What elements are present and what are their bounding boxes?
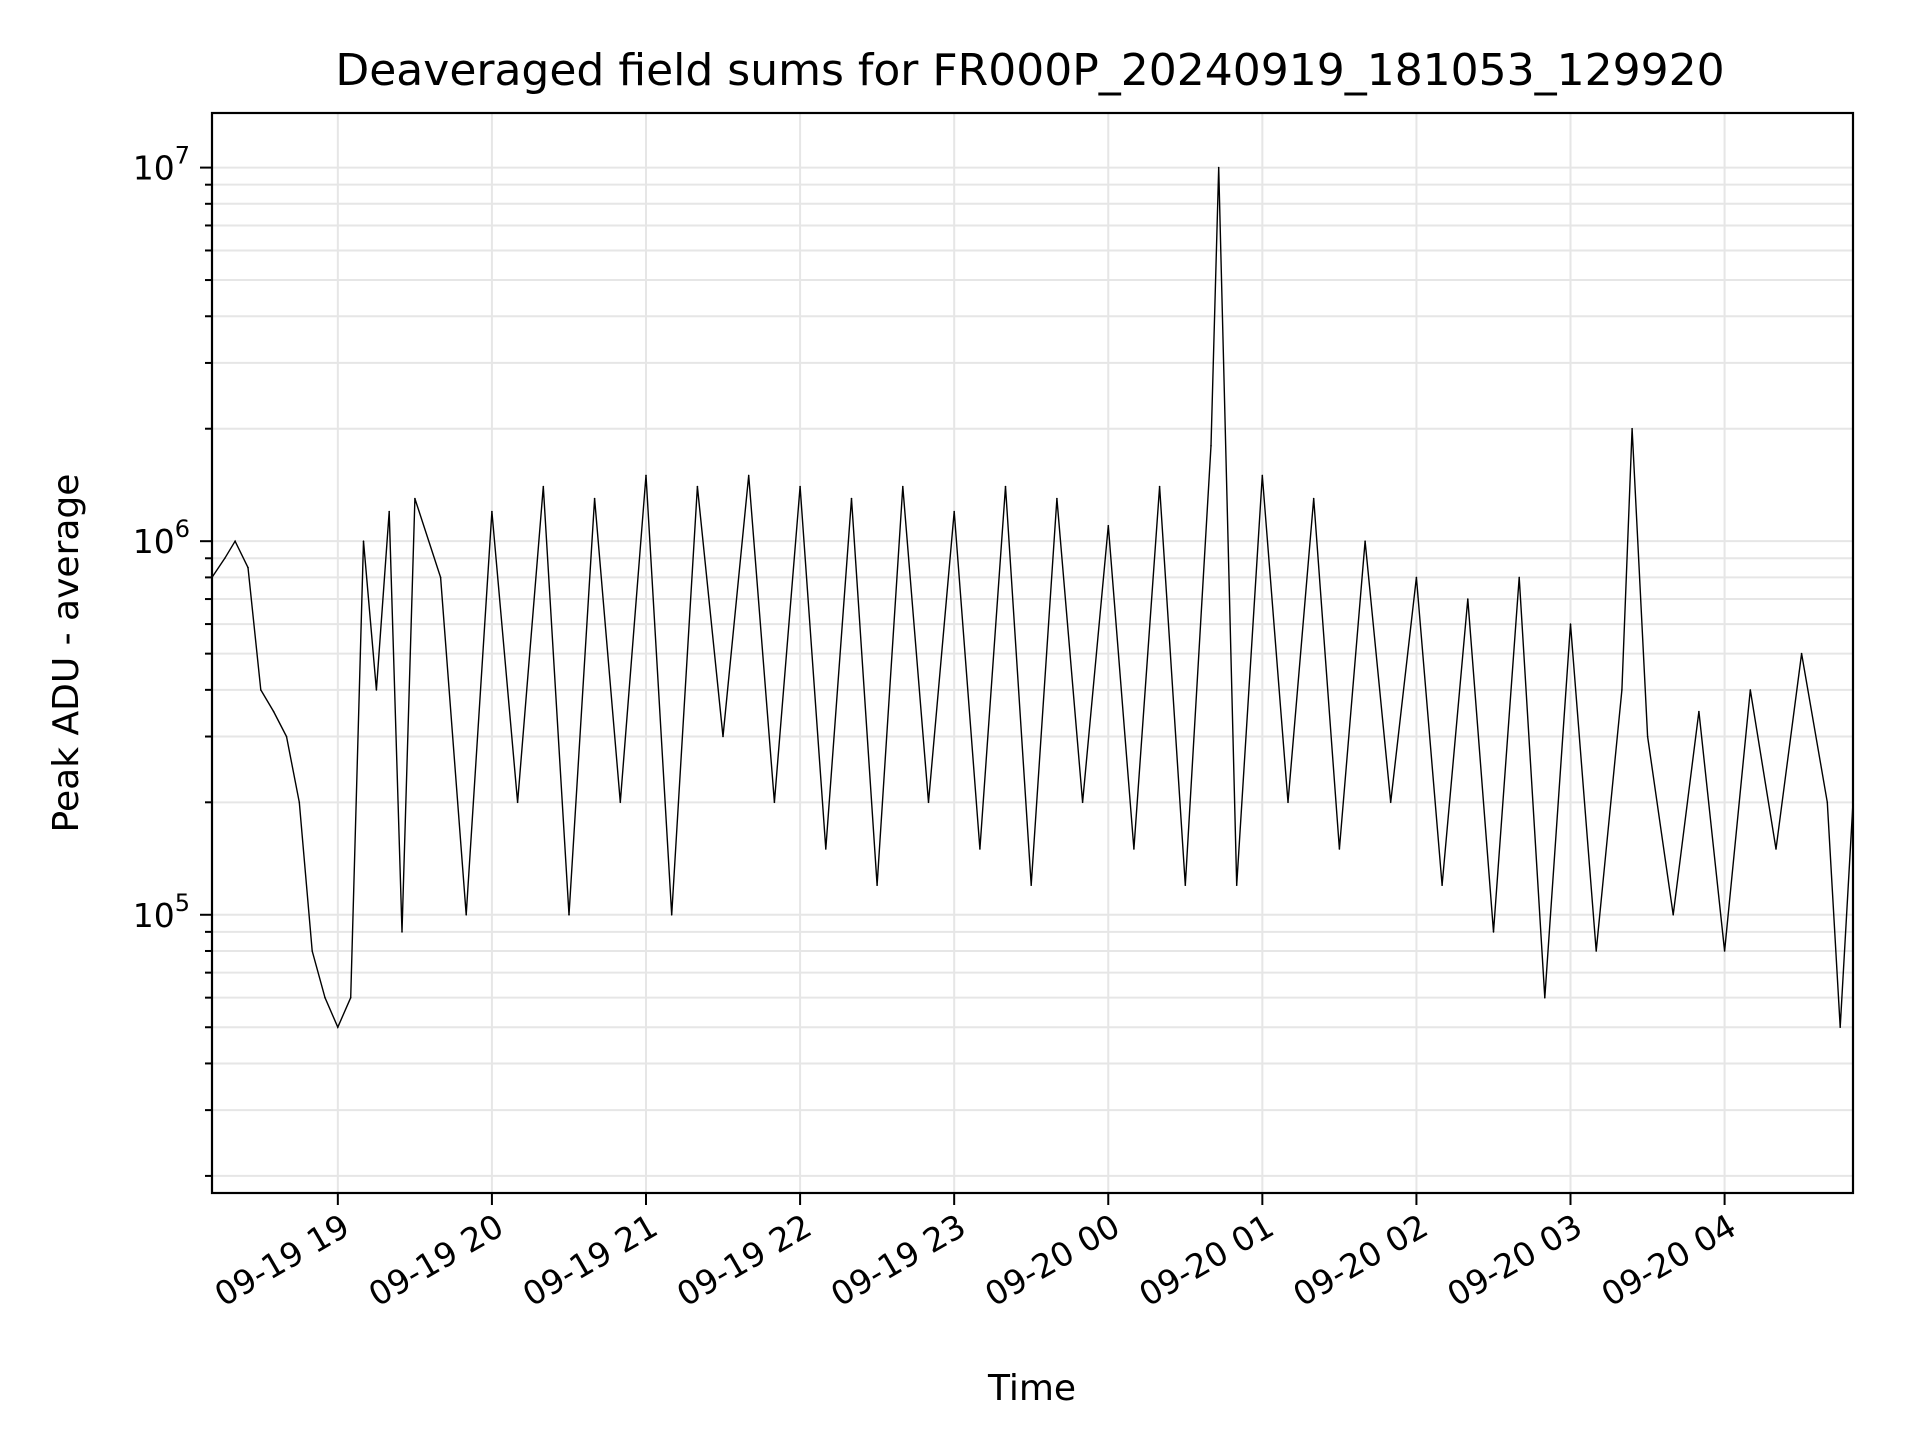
grid [212,113,1853,1193]
data-point [1389,801,1392,804]
data-point [979,848,981,850]
data-point [324,996,326,999]
data-point [375,689,378,691]
data-point [953,510,955,513]
y-axis-label: Peak ADU - average [46,474,87,833]
data-point [1631,427,1633,430]
data-point [362,540,365,542]
series-line [211,167,1854,1029]
data-point [773,801,776,804]
data-point [1107,524,1110,527]
data-point [568,914,570,916]
data-point [850,497,853,500]
data-point [1467,598,1469,600]
data-point [645,474,647,477]
data-point [696,485,699,488]
data-point [1184,884,1187,886]
data-point [224,557,226,560]
data-point [260,689,262,691]
data-point [1338,848,1341,850]
data-point [298,801,301,804]
data-point [272,710,275,713]
data-point [1839,1026,1841,1028]
data-point [1698,710,1700,713]
data-point [593,497,596,500]
data-point [1158,485,1161,488]
data-point [465,914,468,916]
data-point [1775,848,1777,850]
data-point [1415,576,1418,579]
data-point [1217,166,1220,169]
data-point [799,485,801,488]
y-tick-label: 105 [133,889,190,935]
data-point [401,931,403,933]
data-point [670,914,673,916]
data-point [1261,474,1264,477]
data-point [516,801,519,804]
data-point [1287,801,1289,804]
data-point [1312,497,1315,500]
data-point [1056,497,1058,500]
data-point [414,497,416,500]
data-point [349,996,352,999]
data-point [1672,914,1674,916]
data-point [1492,931,1495,933]
data-point [1569,623,1572,625]
data-point [247,566,249,569]
data-point [1723,950,1726,952]
data-point [876,884,878,886]
data-point [1364,540,1366,542]
series-layer [211,166,1854,1029]
data-point [1544,996,1546,999]
y-axis: 105 106 107 [133,142,212,1177]
data-point [1081,801,1084,804]
data-point [1210,445,1212,447]
data-point [747,474,750,477]
y-tick-label: 106 [133,515,190,561]
data-point [1646,735,1649,738]
data-point [1800,652,1803,655]
data-point [1235,884,1238,886]
data-point [388,510,391,513]
x-axis-label: Time [987,1368,1076,1409]
y-tick-label: 107 [133,142,190,188]
data-point [927,801,930,804]
data-point [439,576,442,579]
data-point [337,1026,339,1028]
data-point [825,848,827,850]
data-point [285,735,288,738]
data-point [234,540,236,542]
data-point [311,950,314,952]
data-point [1030,884,1032,886]
data-point [1595,950,1597,952]
data-point [1826,801,1829,804]
data-point [1441,884,1443,886]
data-point [1133,848,1135,850]
data-point [542,485,545,488]
data-point [1749,689,1752,691]
data-point [902,485,904,488]
chart-title: Deaveraged field sums for FR000P_2024091… [335,45,1724,96]
data-point [1004,485,1007,488]
data-point [1518,576,1520,579]
data-point [491,510,493,513]
data-point [722,735,724,738]
data-point [619,801,622,804]
data-point [1621,689,1623,691]
